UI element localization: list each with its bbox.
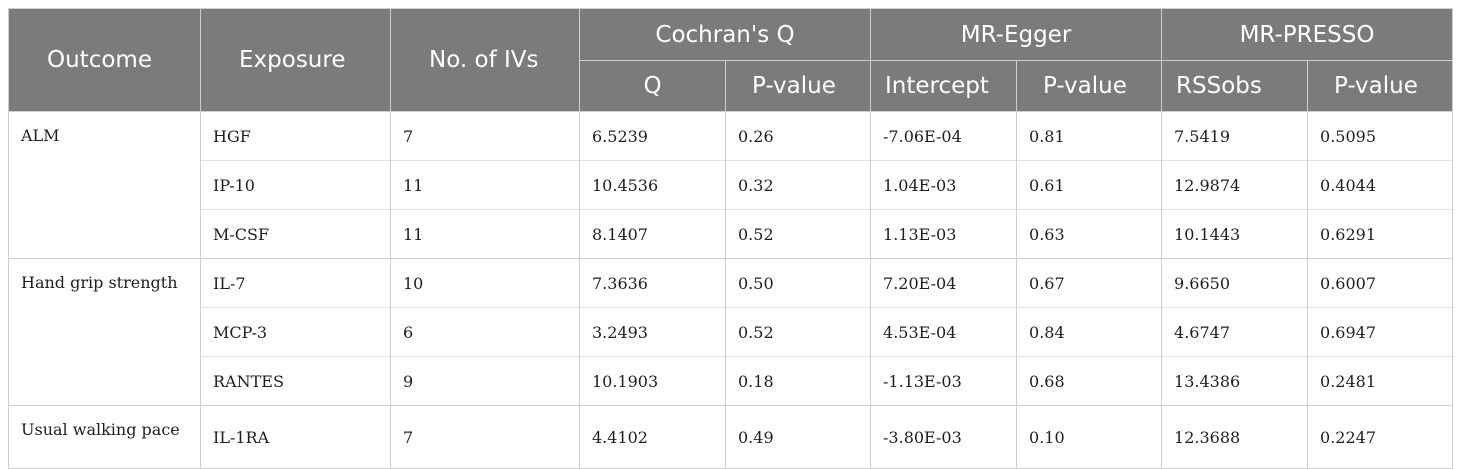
cell-intercept: -1.13E-03 [870, 356, 1018, 406]
cell-exposure: IP-10 [200, 160, 391, 210]
cell-exposure: IL-1RA [200, 405, 391, 469]
cell-outcome: Hand grip strength [8, 258, 201, 406]
cell-exposure: RANTES [200, 356, 391, 406]
cell-no-ivs: 7 [390, 405, 580, 469]
cell-no-ivs: 10 [390, 258, 580, 308]
cell-q-pvalue: 0.26 [724, 111, 872, 161]
cell-intercept: 1.13E-03 [870, 209, 1018, 259]
cell-q: 8.1407 [579, 209, 726, 259]
header-presso: MR-PRESSO [1161, 8, 1454, 61]
table-row: IP-10 11 10.4536 0.32 1.04E-03 0.61 12.9874 0.4… [9, 160, 1454, 210]
cell-rssobs: 7.5419 [1161, 111, 1309, 161]
cell-q-pvalue: 0.52 [724, 209, 872, 259]
cell-outcome: ALM [8, 111, 201, 259]
cell-egger-pvalue: 0.67 [1016, 258, 1163, 308]
table-row: Hand grip strength IL-7 10 7.3636 0.50 7.20E-… [8, 258, 1454, 406]
header-egger-pvalue: P-value [1016, 60, 1163, 112]
cell-rssobs: 12.3688 [1161, 405, 1309, 469]
header-presso-pvalue: P-value [1307, 60, 1454, 112]
page: Outcome Exposure No. of IVs Cochran's Q … [8, 8, 1454, 469]
header-rssobs: RSSobs [1161, 60, 1309, 112]
cell-intercept: -7.06E-04 [870, 111, 1018, 161]
sensitivity-table: Outcome Exposure No. of IVs Cochran's Q … [8, 8, 1454, 469]
cell-rssobs: 12.9874 [1161, 160, 1309, 210]
header-exposure: Exposure [200, 8, 391, 112]
cell-q: 4.4102 [579, 405, 726, 469]
cell-presso-pvalue: 0.6007 [1307, 258, 1454, 308]
cell-intercept: 4.53E-04 [870, 307, 1018, 357]
table-header: Outcome Exposure No. of IVs Cochran's Q … [8, 8, 1454, 112]
cell-egger-pvalue: 0.84 [1016, 307, 1163, 357]
header-q: Q [579, 60, 726, 112]
cell-egger-pvalue: 0.68 [1016, 356, 1163, 406]
cell-q: 3.2493 [579, 307, 726, 357]
cell-presso-pvalue: 0.2247 [1307, 405, 1454, 469]
cell-no-ivs: 11 [390, 209, 580, 259]
cell-no-ivs: 11 [390, 160, 580, 210]
cell-egger-pvalue: 0.10 [1016, 405, 1163, 469]
cell-rssobs: 9.6650 [1161, 258, 1309, 308]
cell-q-pvalue: 0.18 [724, 356, 872, 406]
cell-rssobs: 4.6747 [1161, 307, 1309, 357]
cell-egger-pvalue: 0.81 [1016, 111, 1163, 161]
cell-outcome: Usual walking pace [8, 405, 201, 469]
cell-exposure: IL-7 [200, 258, 391, 308]
table-row: Usual walking pace IL-1RA 7 4.4102 0.49 -3.80… [8, 405, 1454, 469]
cell-q: 10.4536 [579, 160, 726, 210]
table-body: ALM HGF 7 6.5239 0.26 -7.06E-04 0.81 7.5419 0.50… [8, 111, 1454, 469]
cell-q-pvalue: 0.50 [724, 258, 872, 308]
table-row: MCP-3 6 3.2493 0.52 4.53E-04 0.84 4.6747 0.6947 [9, 307, 1454, 357]
cell-no-ivs: 6 [390, 307, 580, 357]
header-intercept: Intercept [870, 60, 1018, 112]
cell-intercept: -3.80E-03 [870, 405, 1018, 469]
cell-presso-pvalue: 0.6291 [1307, 209, 1454, 259]
cell-intercept: 1.04E-03 [870, 160, 1018, 210]
cell-presso-pvalue: 0.2481 [1307, 356, 1454, 406]
table-row: ALM HGF 7 6.5239 0.26 -7.06E-04 0.81 7.5419 0.50… [8, 111, 1454, 259]
cell-presso-pvalue: 0.4044 [1307, 160, 1454, 210]
header-cochran: Cochran's Q [578, 8, 872, 61]
cell-egger-pvalue: 0.61 [1016, 160, 1163, 210]
header-q-pvalue: P-value [724, 60, 872, 112]
cell-q-pvalue: 0.52 [724, 307, 872, 357]
header-no-ivs: No. of IVs [390, 8, 580, 112]
cell-no-ivs: 9 [390, 356, 580, 406]
cell-q: 7.3636 [579, 258, 726, 308]
cell-exposure: MCP-3 [200, 307, 391, 357]
cell-q-pvalue: 0.49 [724, 405, 872, 469]
cell-q: 6.5239 [579, 111, 726, 161]
cell-q-pvalue: 0.32 [724, 160, 872, 210]
cell-exposure: HGF [200, 111, 391, 161]
header-outcome: Outcome [8, 8, 201, 112]
cell-presso-pvalue: 0.6947 [1307, 307, 1454, 357]
header-egger: MR-Egger [870, 8, 1163, 61]
cell-no-ivs: 7 [390, 111, 580, 161]
cell-rssobs: 10.1443 [1161, 209, 1309, 259]
cell-egger-pvalue: 0.63 [1016, 209, 1163, 259]
cell-rssobs: 13.4386 [1161, 356, 1309, 406]
table-row: M-CSF 11 8.1407 0.52 1.13E-03 0.63 10.1443 0.62… [9, 209, 1454, 259]
cell-intercept: 7.20E-04 [870, 258, 1018, 308]
cell-exposure: M-CSF [200, 209, 391, 259]
table-row: RANTES 9 10.1903 0.18 -1.13E-03 0.68 13.4386 0.… [9, 356, 1454, 406]
cell-presso-pvalue: 0.5095 [1307, 111, 1454, 161]
cell-q: 10.1903 [579, 356, 726, 406]
